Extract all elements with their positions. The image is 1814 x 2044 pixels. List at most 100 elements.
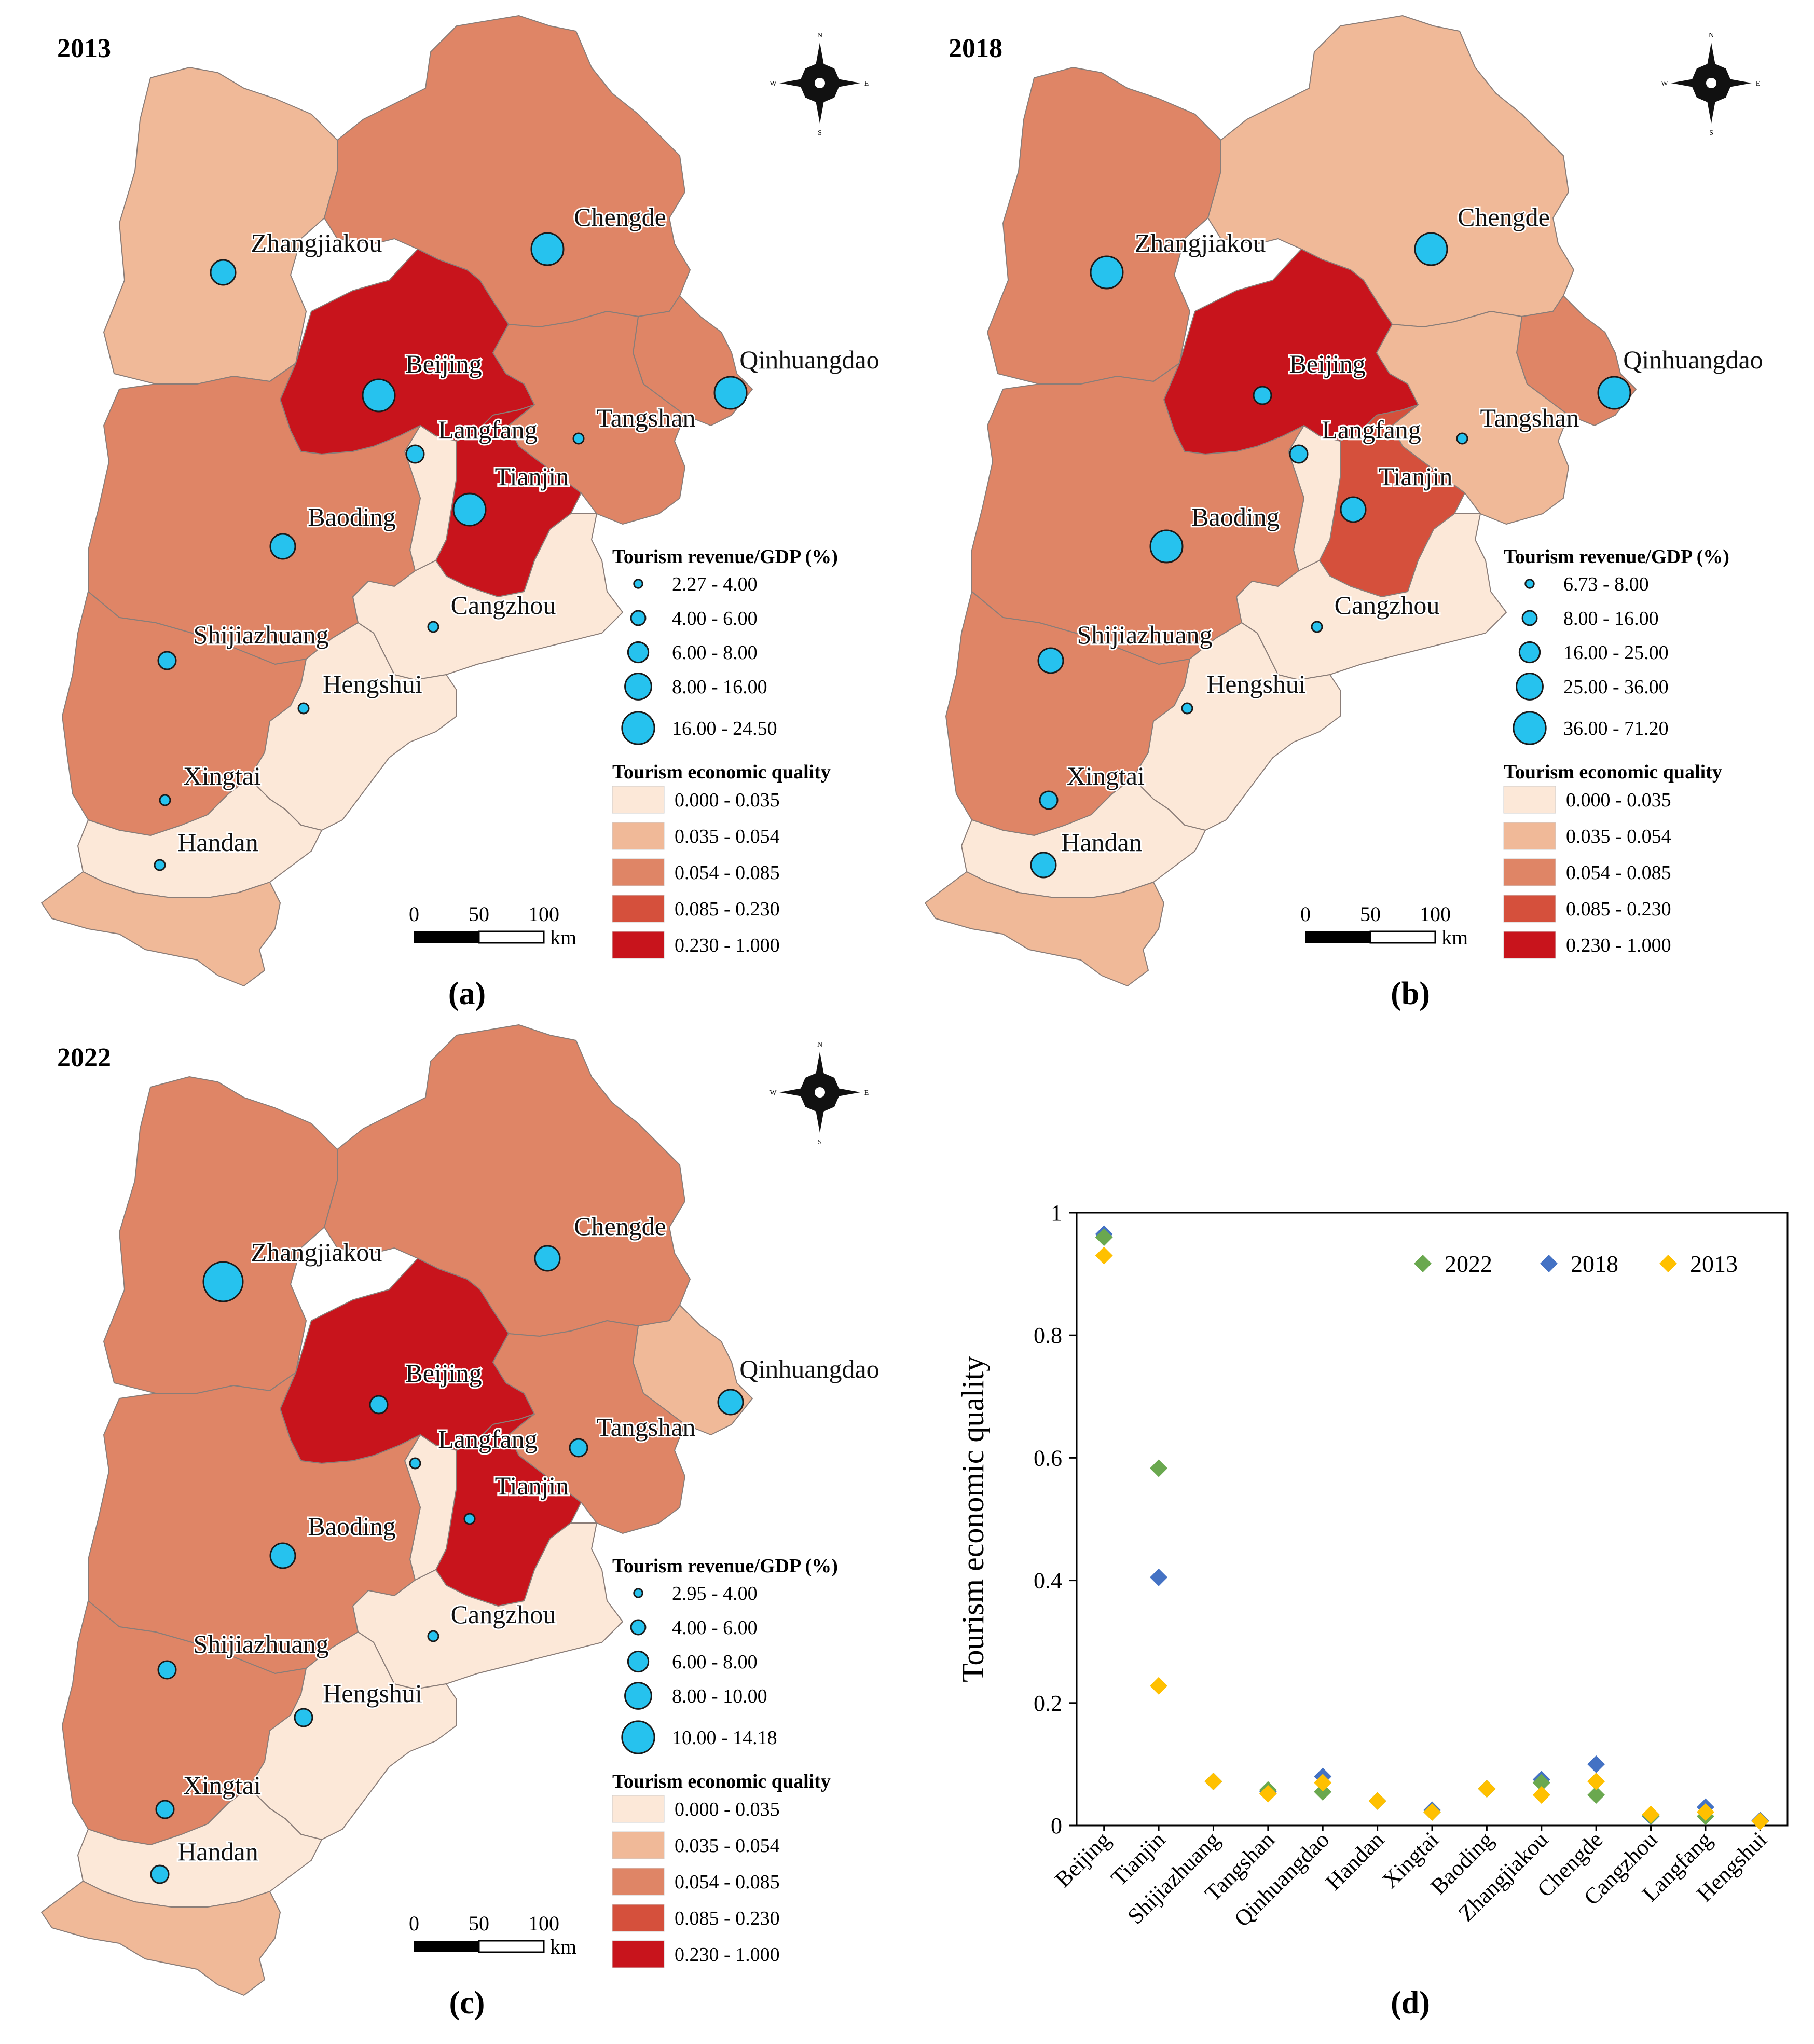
map-regions — [41, 1024, 753, 1996]
map-legend: Tourism revenue/GDP (%) 2.95 - 4.00 4.00 -… — [612, 1555, 838, 1968]
quality-legend-label: 0.000 - 0.035 — [1566, 789, 1671, 811]
quality-legend-label: 0.000 - 0.035 — [675, 789, 780, 811]
bubble-langfang — [409, 1457, 421, 1470]
legend-label: 2018 — [1571, 1251, 1618, 1277]
city-label-shijiazhuang: Shijiazhuang — [193, 620, 328, 649]
revenue-legend-label: 8.00 - 16.00 — [672, 676, 767, 698]
revenue-legend-label: 36.00 - 71.20 — [1563, 718, 1669, 739]
compass-letter-w: W — [1661, 80, 1668, 88]
quality-legend-swatch — [1503, 822, 1556, 850]
series-2022 — [1095, 1228, 1769, 1830]
revenue-legend-symbol — [630, 610, 647, 626]
region-chengde — [324, 1024, 691, 1337]
revenue-legend-symbol — [1521, 610, 1538, 626]
city-label-handan: Handan — [177, 828, 258, 857]
compass-letter-s: S — [1709, 129, 1713, 137]
city-label-hengshui: Hengshui — [1206, 669, 1306, 698]
revenue-bubbles — [150, 1245, 744, 1884]
y-tick-label: 0.8 — [1034, 1323, 1062, 1348]
panel-tag: (c) — [449, 1985, 485, 2021]
bubble-baoding — [269, 1542, 296, 1569]
revenue-legend-symbol — [633, 579, 643, 589]
map-panel-2022: Zhangjiakou Chengde Beijing Tianjin Langfang… — [41, 1024, 881, 2021]
north-arrow-icon: N S E W — [769, 32, 869, 137]
revenue-legend-title: Tourism revenue/GDP (%) — [612, 546, 838, 568]
quality-legend-label: 0.085 - 0.230 — [675, 1908, 780, 1929]
quality-scatter-chart: (d) 00.20.40.60.81BeijingTianjinShijiazh… — [956, 1200, 1789, 2021]
quality-legend-label: 0.085 - 0.230 — [1566, 898, 1671, 920]
city-label-xingtai: Xingtai — [183, 761, 261, 790]
city-label-qinhuangdao: Qinhuangdao — [739, 345, 879, 374]
y-tick-label: 0.2 — [1034, 1691, 1062, 1716]
city-label-chengde: Chengde — [1458, 202, 1550, 231]
point-2013-hengshui — [1751, 1812, 1769, 1830]
choropleth-map — [925, 15, 1637, 986]
scale-tick: 50 — [469, 902, 489, 926]
map-regions — [41, 15, 753, 986]
revenue-legend-label: 10.00 - 14.18 — [672, 1727, 777, 1749]
series-2018 — [1095, 1225, 1769, 1830]
series-2013 — [1095, 1246, 1769, 1830]
bubble-handan — [150, 1864, 170, 1884]
quality-legend-swatch — [1503, 786, 1556, 814]
legend-label: 2022 — [1445, 1251, 1492, 1277]
point-2013-handan — [1368, 1792, 1386, 1810]
map-panel-2018: Zhangjiakou Chengde Beijing Tianjin Langfang… — [925, 15, 1765, 1011]
bubble-tianjin — [463, 1513, 476, 1525]
region-hengshui — [249, 622, 457, 831]
plot-frame — [1076, 1212, 1789, 1827]
point-2022-beijing — [1095, 1228, 1113, 1246]
bubble-chengde — [534, 1245, 561, 1272]
city-label-hengshui: Hengshui — [323, 1679, 422, 1708]
quality-legend-swatch — [612, 822, 665, 850]
quality-legend-label: 0.085 - 0.230 — [675, 898, 780, 920]
scale-tick: 50 — [1360, 902, 1381, 926]
legend-marker — [1414, 1255, 1432, 1272]
choropleth-map — [41, 1024, 753, 1996]
city-label-baoding: Baoding — [308, 1512, 395, 1541]
city-label-tianjin: Tianjin — [495, 462, 569, 491]
compass-letter-s: S — [818, 1138, 822, 1146]
scale-segment — [414, 931, 479, 943]
region-zhangjiakou — [987, 67, 1221, 385]
city-label-shijiazhuang: Shijiazhuang — [193, 1629, 328, 1658]
north-arrow-icon: N S E W — [1661, 32, 1760, 137]
scale-tick: 100 — [1420, 902, 1451, 926]
revenue-legend-label: 2.27 - 4.00 — [672, 573, 758, 595]
quality-legend-swatch — [1503, 858, 1556, 886]
revenue-legend-label: 4.00 - 6.00 — [672, 608, 758, 629]
quality-legend-swatch — [612, 1868, 665, 1896]
city-label-zhangjiakou: Zhangjiakou — [251, 1238, 382, 1267]
city-labels: Zhangjiakou Chengde Beijing Tianjin Langfang… — [176, 201, 881, 858]
compass-letter-e: E — [864, 80, 869, 88]
scale-tick: 0 — [1300, 902, 1311, 926]
point-2013-cangzhou — [1642, 1805, 1660, 1823]
region-hengshui — [1132, 622, 1341, 831]
point-2013-baoding — [1478, 1780, 1496, 1798]
scale-tick: 0 — [409, 1912, 419, 1935]
quality-legend-swatch — [612, 931, 665, 959]
region-handan — [925, 871, 1164, 986]
city-label-hengshui: Hengshui — [323, 669, 422, 698]
choropleth-map — [41, 15, 753, 986]
city-label-tianjin: Tianjin — [1379, 462, 1453, 491]
panel-year: 2022 — [57, 1043, 111, 1073]
bubble-hengshui — [297, 702, 310, 715]
quality-legend-label: 0.054 - 0.085 — [675, 1871, 780, 1893]
scale-tick: 50 — [469, 1912, 489, 1935]
quality-legend-swatch — [612, 1940, 665, 1968]
point-2022-qinhuangdao — [1314, 1783, 1332, 1801]
y-tick-label: 0 — [1051, 1813, 1062, 1839]
quality-legend-label: 0.054 - 0.085 — [675, 862, 780, 884]
bubble-zhangjiakou — [202, 1261, 244, 1302]
revenue-legend-symbol — [624, 1682, 652, 1710]
region-hengshui — [249, 1631, 457, 1840]
legend-marker — [1540, 1255, 1558, 1272]
compass-letter-e: E — [1756, 80, 1761, 88]
quality-legend-label: 0.035 - 0.054 — [675, 1835, 780, 1857]
y-axis-label: Tourism economic quality — [956, 1356, 990, 1682]
point-2013-langfang — [1696, 1803, 1714, 1821]
compass-letter-w: W — [769, 80, 777, 88]
quality-legend-swatch — [612, 1795, 665, 1823]
